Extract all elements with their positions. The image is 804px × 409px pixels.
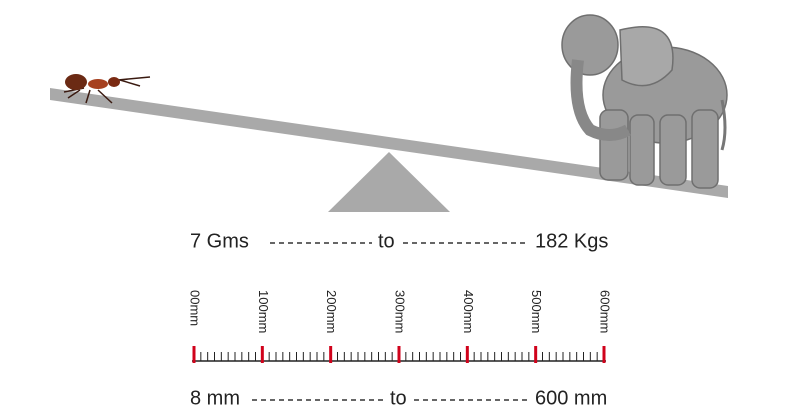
length-to: to: [390, 387, 407, 409]
ant: [63, 74, 151, 104]
weight-from: 7 Gms: [190, 230, 249, 252]
elephant: [561, 14, 728, 189]
seesaw-plank: [50, 88, 728, 198]
length-until: 600 mm: [535, 387, 607, 409]
ruler-label: 100mm: [256, 290, 271, 333]
weight-until: 182 Kgs: [535, 230, 608, 252]
seesaw-pivot: [328, 152, 450, 212]
ruler-label: 500mm: [529, 290, 544, 333]
ruler: 00mm 100mm 200mm 300mm 400mm 500mm 600mm: [188, 290, 613, 363]
ruler-label: 200mm: [324, 290, 339, 333]
ruler-label: 300mm: [393, 290, 408, 333]
ruler-label: 400mm: [461, 290, 476, 333]
length-from: 8 mm: [190, 387, 240, 409]
ruler-label: 00mm: [188, 290, 203, 326]
ruler-label: 600mm: [598, 290, 613, 333]
weight-to: to: [378, 230, 395, 252]
